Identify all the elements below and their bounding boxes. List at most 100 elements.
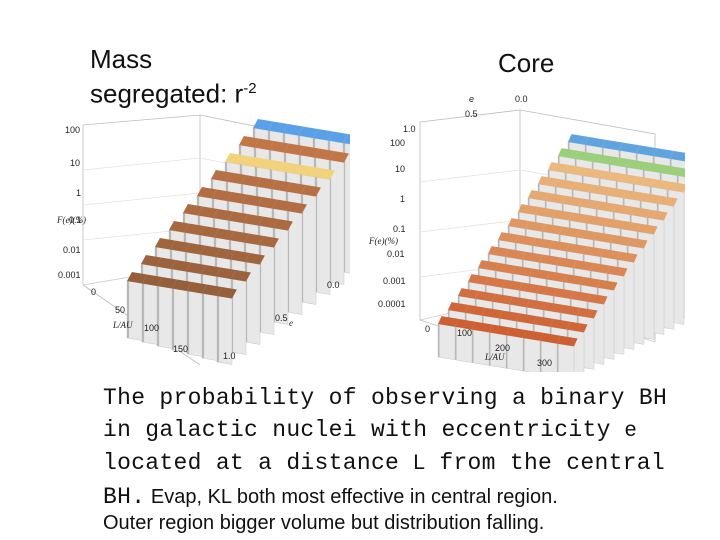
bar-top	[245, 253, 265, 265]
bar-top	[231, 270, 251, 282]
bar-top	[299, 146, 319, 158]
right-x-ticks: 0 100 200 300	[425, 324, 552, 368]
bar-top	[242, 194, 262, 206]
bar-top	[255, 158, 275, 170]
caption-line2: in galactic nuclei with eccentricity e	[103, 413, 713, 447]
bar-top	[155, 238, 175, 250]
bar-top	[538, 176, 559, 187]
left-title-text: segregated: r	[90, 78, 244, 109]
bar-top	[171, 260, 191, 272]
left-3d-plot: 100 10 1 0.1 0.01 0.001 F(e)(%) 0 50 100…	[56, 114, 350, 365]
left-etick: 0.0	[327, 280, 340, 290]
bar-top	[552, 209, 573, 221]
bar-top	[230, 250, 250, 262]
right-3d-plot: e 0.5 0.0 1.0 100 10 1 0.1 0.01 0.001 0.…	[368, 94, 685, 372]
bar-top	[529, 268, 550, 280]
bar-top	[550, 318, 571, 330]
left-title-line1: Mass	[90, 44, 153, 74]
bar-side	[328, 159, 345, 285]
bar-top	[670, 150, 685, 162]
bar-shadow	[540, 340, 542, 372]
bar-shadow	[157, 285, 160, 346]
bar-top	[183, 204, 203, 216]
bar-top	[215, 248, 235, 260]
bar-top	[284, 143, 304, 155]
bar-top	[509, 296, 530, 308]
left-xlabel: L/AU	[112, 320, 133, 330]
caption-line3: located at a distance L from the central	[103, 446, 713, 480]
bar-top	[560, 304, 581, 316]
right-ztick: 0.1	[393, 224, 406, 234]
right-ztick: 0.0001	[378, 299, 406, 309]
bar-top	[528, 190, 549, 201]
bar-top	[539, 254, 560, 266]
bar-top	[213, 209, 233, 221]
bar-side	[201, 293, 218, 361]
bar-top	[660, 164, 681, 176]
left-ztick: 0.01	[63, 245, 81, 255]
bar-top	[650, 178, 671, 190]
right-etick: 0.5	[465, 109, 478, 119]
left-bars	[126, 119, 350, 365]
caption-line2-text: in galactic nuclei with eccentricity	[103, 417, 625, 443]
bar-top	[184, 223, 204, 235]
bar-top	[287, 202, 307, 214]
bar-top	[201, 265, 221, 277]
left-etick: 1.0	[223, 351, 236, 361]
bar-top	[540, 332, 561, 344]
bar-top	[613, 204, 634, 215]
caption-line4: BH. Evap, KL both most effective in cent…	[103, 481, 713, 514]
bar-shadow	[127, 280, 130, 338]
bar-top	[286, 182, 306, 194]
bar-top	[212, 189, 232, 201]
bar-top	[667, 181, 685, 193]
bar-top	[602, 139, 623, 151]
bar-side	[156, 285, 173, 349]
bar-top	[512, 265, 533, 277]
left-ztick: 100	[65, 125, 80, 135]
bar-top	[606, 187, 627, 198]
left-elabel: e	[289, 318, 293, 328]
bar-top	[546, 271, 567, 282]
bar-top	[448, 302, 469, 313]
bar-top	[522, 251, 543, 263]
bar-top	[283, 124, 303, 136]
bar-top	[142, 274, 162, 286]
bar-top	[579, 198, 600, 210]
right-etick: 0.0	[515, 94, 528, 104]
bar-top	[616, 173, 637, 184]
left-xtick: 50	[115, 305, 125, 315]
bar-top	[244, 233, 264, 245]
bar-top	[488, 246, 509, 257]
bar-top	[465, 304, 486, 316]
bar-top	[271, 180, 291, 192]
bar-top	[532, 237, 553, 249]
left-title-exponent: -2	[243, 80, 257, 97]
bar-top	[285, 163, 305, 175]
right-bars	[437, 134, 685, 372]
right-etick: 1.0	[403, 124, 416, 134]
bar-shadow	[172, 287, 175, 350]
bar-top	[518, 204, 539, 215]
bar-top	[557, 335, 578, 347]
bar-top	[617, 251, 638, 263]
bar-top	[202, 284, 222, 296]
bar-top	[515, 234, 536, 246]
bar-top	[313, 129, 333, 141]
bar-top	[633, 176, 654, 187]
bar-top	[458, 288, 479, 299]
bar-side	[126, 280, 143, 341]
left-z-ticks: 100 10 1 0.1 0.01 0.001	[58, 125, 82, 280]
bar-top	[315, 168, 335, 180]
bar-top	[566, 243, 587, 254]
bar-top	[526, 299, 547, 310]
left-ztick: 10	[70, 158, 80, 168]
bar-top	[229, 231, 249, 243]
bar-top	[596, 201, 617, 212]
bar-top	[505, 248, 526, 260]
caption-line4-bh: BH.	[103, 484, 146, 510]
bar-top	[254, 138, 274, 150]
bar-top	[630, 206, 651, 218]
bar-shadow	[557, 343, 559, 372]
bar-top	[626, 159, 647, 170]
